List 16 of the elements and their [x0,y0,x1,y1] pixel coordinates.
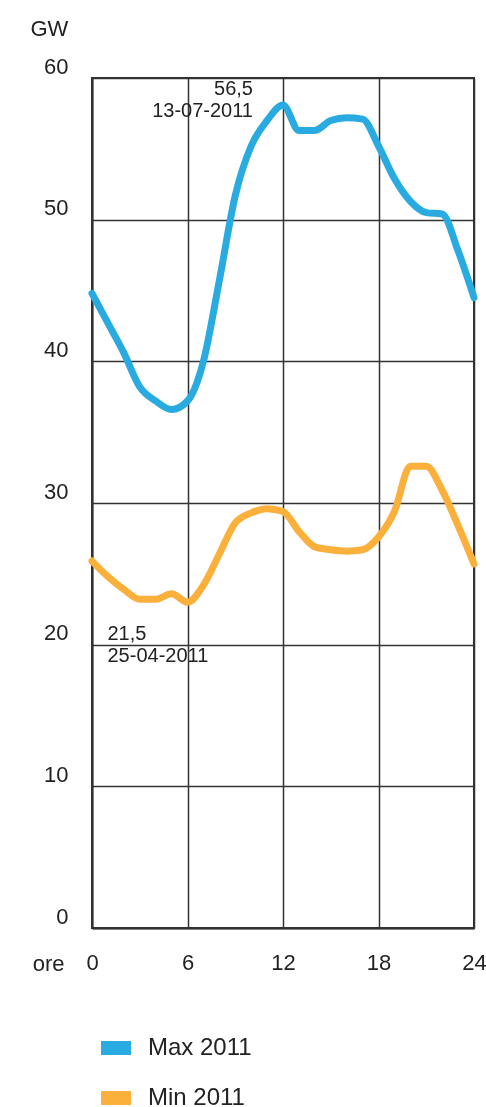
y-tick-label: 40 [44,336,69,362]
x-tick-label: 6 [181,949,195,975]
y-tick-label: 10 [44,761,69,787]
legend-label: Max 2011 [148,1033,252,1060]
x-tick-label: 12 [271,949,296,975]
y-tick-label: 0 [56,903,69,929]
y-tick-label: 30 [44,478,69,504]
y-tick-label: 50 [44,195,69,221]
x-tick-label: 18 [366,949,392,975]
x-tick-label: 24 [462,949,486,975]
x-tick-label: 0 [86,949,99,975]
legend-label: Min 2011 [148,1083,245,1107]
y-tick-label: 60 [44,53,69,79]
y-axis-title: GW [30,15,69,41]
y-tick-label: 20 [44,620,69,646]
x-axis-title: ore [32,950,65,976]
